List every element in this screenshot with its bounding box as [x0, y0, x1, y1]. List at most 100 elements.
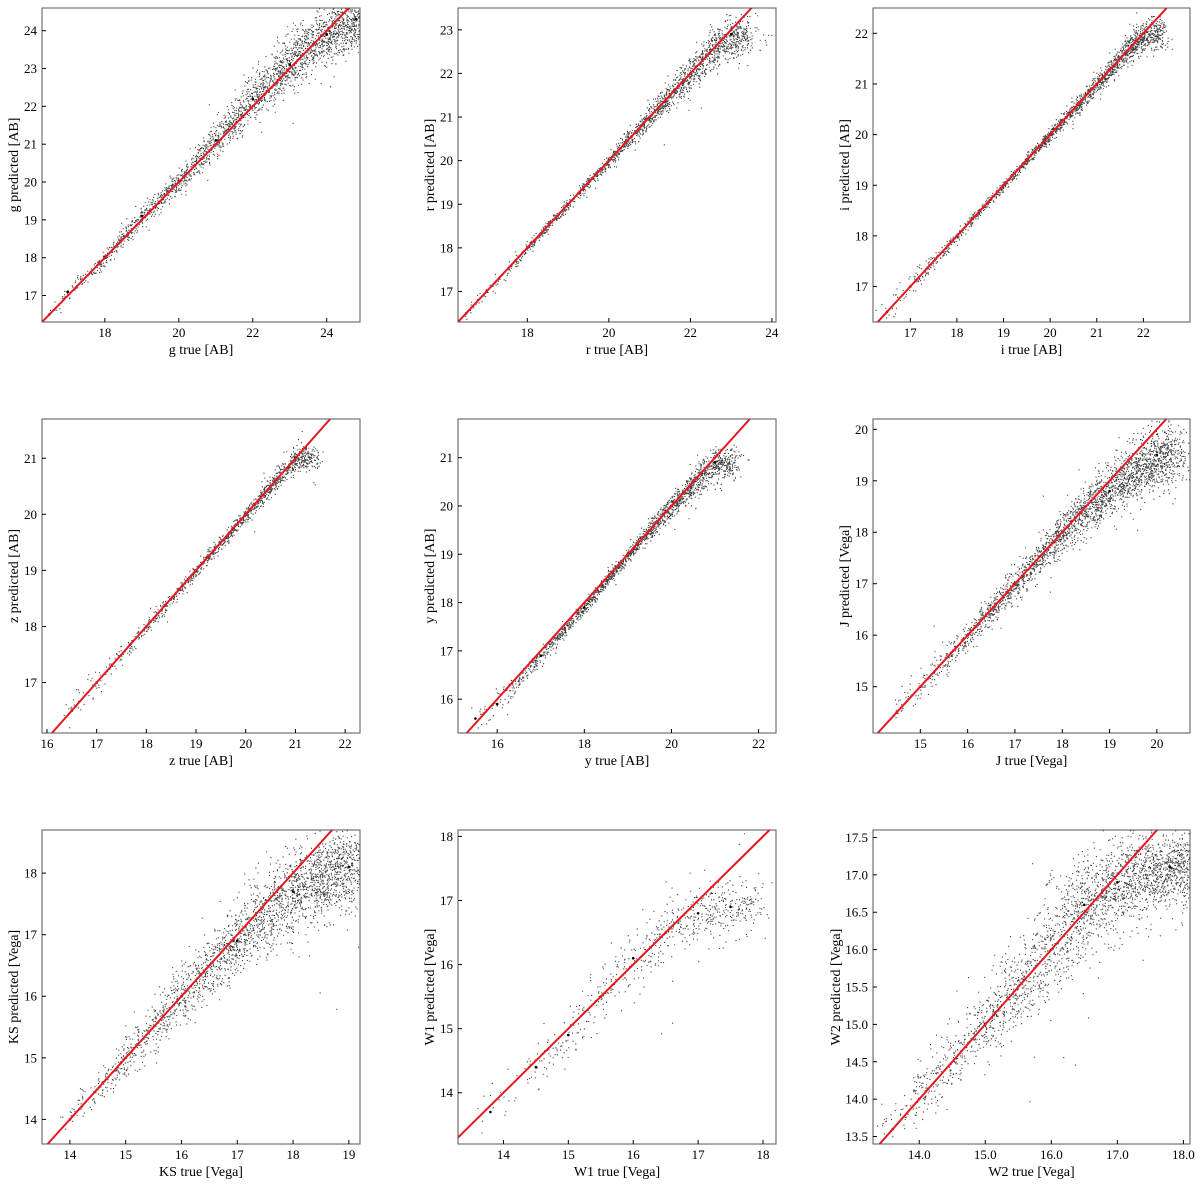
y-tick-label-J: 15: [855, 679, 868, 694]
x-tick-label-KS: 17: [231, 1147, 245, 1162]
x-tick-label-KS: 18: [287, 1147, 300, 1162]
x-tick-label-z: 17: [90, 736, 104, 751]
x-tick-label-r: 22: [684, 325, 697, 340]
points-z: [63, 431, 324, 729]
x-tick-label-z: 22: [339, 736, 352, 751]
points-r: [464, 13, 773, 320]
reference-line-W1: [458, 830, 771, 1139]
scatter-points-i: [875, 12, 1173, 319]
x-tick-label-W1: 17: [692, 1147, 706, 1162]
reference-line-i: [876, 8, 1168, 322]
y-tick-label-W2: 14.5: [845, 1054, 868, 1069]
points-W2: [876, 830, 1190, 1138]
y-tick-label-r: 17: [440, 284, 454, 299]
y-tick-label-g: 17: [24, 288, 38, 303]
y-tick-label-y: 19: [440, 547, 453, 562]
scatter-points-KS: [60, 830, 360, 1130]
reference-line-z: [51, 419, 331, 733]
x-axis-label-KS: KS true [Vega]: [159, 1165, 243, 1180]
panel-g: 18 20 22 24 17 18 19 20 21 22 23 24 g true [AB] g pre…: [7, 7, 361, 358]
sample-point-y-1: [495, 702, 499, 706]
points-KS: [60, 830, 360, 1130]
sample-point-J-5: [1108, 489, 1111, 493]
x-tick-label-J: 17: [1008, 736, 1022, 751]
scatter-points-z: [63, 431, 324, 729]
x-tick-label-z: 16: [40, 736, 54, 751]
y-tick-label-z: 21: [24, 451, 37, 466]
x-tick-label-W1: 18: [757, 1147, 770, 1162]
y-tick-label-J: 20: [855, 422, 868, 437]
y-axis-label-z: z predicted [AB]: [7, 529, 22, 623]
y-tick-label-z: 18: [24, 619, 37, 634]
panel-r: 18 20 22 24 17 18 19 20 21 22 23 r true [AB] r predi…: [423, 7, 779, 358]
y-tick-label-KS: 18: [24, 866, 37, 881]
sample-point-W2-5: [1116, 881, 1119, 884]
y-tick-label-KS: 16: [24, 989, 38, 1004]
y-tick-label-W2: 14.0: [845, 1092, 868, 1107]
plot-frame-y: [457, 418, 777, 734]
y-tick-label-W2: 16.5: [845, 905, 868, 920]
sample-point-W1-0: [489, 1110, 492, 1114]
y-tick-label-i: 19: [855, 178, 868, 193]
y-tick-label-g: 23: [24, 61, 37, 76]
y-tick-label-W1: 16: [440, 957, 454, 972]
y-axis-label-KS: KS predicted [Vega]: [7, 930, 22, 1044]
y-tick-label-J: 19: [855, 473, 868, 488]
y-tick-label-i: 17: [855, 279, 869, 294]
reference-line-J: [876, 419, 1168, 733]
y-tick-label-i: 21: [855, 76, 868, 91]
x-tick-label-g: 18: [98, 325, 111, 340]
x-tick-label-g: 22: [246, 325, 259, 340]
x-tick-label-r: 24: [765, 325, 779, 340]
y-tick-label-z: 19: [24, 563, 37, 578]
sample-point-W1-1: [534, 1065, 538, 1069]
y-tick-label-r: 21: [440, 110, 453, 125]
x-tick-label-J: 18: [1056, 736, 1069, 751]
x-tick-label-W1: 14: [497, 1147, 511, 1162]
sample-point-W1-4: [631, 956, 635, 960]
y-tick-label-i: 18: [855, 228, 868, 243]
scatter-points-J: [893, 420, 1190, 719]
sample-point-g-1: [66, 290, 70, 294]
x-tick-label-KS: 15: [119, 1147, 132, 1162]
y-tick-label-W1: 14: [440, 1085, 454, 1100]
sample-point-g-9: [355, 18, 358, 21]
y-axis-label-i: i predicted [AB]: [838, 119, 853, 211]
y-tick-label-W1: 17: [440, 893, 454, 908]
panel-W1: 14 15 16 17 18 14 15 16 17 18 W1 true [Vega] W1 pre…: [423, 829, 777, 1180]
x-axis-label-i: i true [AB]: [1001, 343, 1062, 358]
x-axis-label-r: r true [AB]: [586, 343, 648, 358]
reference-line-r: [458, 8, 753, 322]
sample-point-KS-3: [236, 939, 239, 943]
points-J: [893, 420, 1190, 719]
y-tick-label-r: 18: [440, 240, 453, 255]
y-tick-label-y: 18: [440, 595, 453, 610]
y-tick-label-y: 16: [440, 692, 454, 707]
points-W1: [477, 833, 773, 1134]
points-y: [471, 444, 750, 729]
y-tick-label-r: 20: [440, 153, 453, 168]
x-axis-label-J: J true [Vega]: [996, 754, 1068, 769]
x-tick-label-W2: 18.0: [1172, 1147, 1195, 1162]
panel-z: 16 17 18 19 20 21 22 17 18 19 20 21 z true [AB] z pre…: [7, 418, 361, 769]
sample-point-W2-4: [1083, 903, 1086, 907]
y-tick-label-KS: 15: [24, 1050, 37, 1065]
plot-frame-g: [41, 7, 361, 323]
y-axis-label-g: g predicted [AB]: [7, 118, 22, 213]
y-tick-label-r: 19: [440, 197, 453, 212]
sample-point-g-6: [251, 97, 255, 101]
sample-point-W2-6: [1168, 866, 1172, 869]
sample-point-y-3: [583, 606, 586, 609]
plot-frame-KS: [41, 829, 361, 1145]
points-i: [875, 12, 1173, 319]
y-tick-label-y: 20: [440, 498, 453, 513]
plot-frame-J: [872, 418, 1191, 734]
x-tick-label-J: 15: [914, 736, 927, 751]
x-tick-label-g: 20: [172, 325, 185, 340]
y-tick-label-i: 20: [855, 127, 868, 142]
sample-point-W1-6: [696, 912, 700, 915]
y-tick-label-g: 24: [24, 23, 38, 38]
x-tick-label-J: 16: [961, 736, 975, 751]
plot-frame-W1: [457, 829, 777, 1145]
